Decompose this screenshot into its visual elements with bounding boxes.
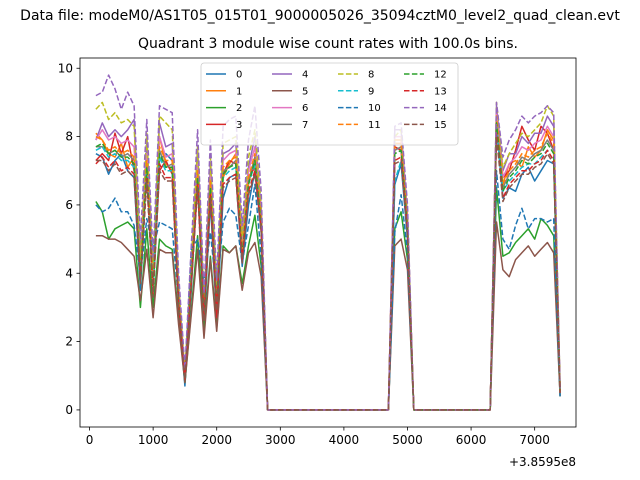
legend-label-1: 1 (236, 86, 242, 97)
legend-label-9: 9 (368, 86, 374, 97)
y-tick-label: 6 (65, 198, 73, 212)
legend-box (200, 62, 459, 146)
x-tick-label: 1000 (138, 433, 169, 447)
y-tick-label: 4 (65, 266, 73, 280)
x-tick-label: 3000 (265, 433, 296, 447)
x-tick-label: 0 (86, 433, 94, 447)
x-offset-label: +3.8595e8 (509, 455, 576, 469)
legend-label-11: 11 (368, 120, 381, 131)
legend-label-3: 3 (236, 120, 242, 131)
legend-label-5: 5 (302, 86, 308, 97)
y-tick-label: 2 (65, 335, 73, 349)
y-tick-label: 10 (58, 61, 73, 75)
legend-label-0: 0 (236, 70, 242, 81)
figure-title: Data file: modeM0/AS1T05_015T01_90000050… (20, 8, 620, 24)
legend-label-10: 10 (368, 103, 381, 114)
series-line-15 (95, 135, 561, 411)
x-tick-label: 7000 (519, 433, 550, 447)
y-tick-label: 0 (65, 403, 73, 417)
x-tick-label: 5000 (392, 433, 423, 447)
series-group (95, 74, 561, 411)
x-tick-label: 2000 (201, 433, 232, 447)
legend-label-13: 13 (434, 86, 447, 97)
plot-frame (79, 57, 577, 428)
legend-label-6: 6 (302, 103, 308, 114)
y-tick-label: 8 (65, 130, 73, 144)
legend-label-7: 7 (302, 120, 308, 131)
legend-label-4: 4 (302, 70, 308, 81)
legend-label-12: 12 (434, 70, 447, 81)
x-tick-label: 4000 (329, 433, 360, 447)
legend-label-15: 15 (434, 120, 447, 131)
legend-label-2: 2 (236, 103, 242, 114)
legend-label-8: 8 (368, 70, 374, 81)
legend-label-14: 14 (434, 103, 447, 114)
axes-group: 0 1000 2000 3000 4000 5000 6000 70000246810+3.8… (58, 57, 577, 469)
series-line-12 (95, 122, 561, 411)
x-tick-label: 6000 (456, 433, 487, 447)
chart-title: Quadrant 3 module wise count rates with … (138, 36, 518, 52)
